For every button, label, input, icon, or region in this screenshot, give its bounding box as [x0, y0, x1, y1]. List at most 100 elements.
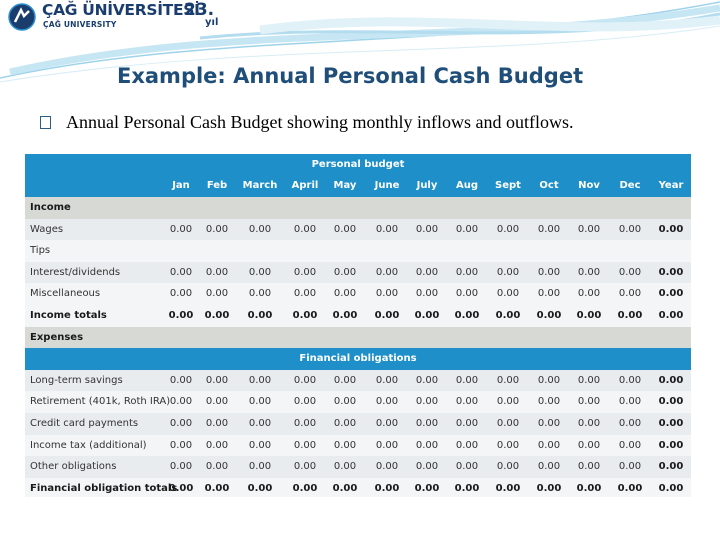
cell-nov: 0.00: [576, 482, 602, 494]
cell-oct: 0.00: [537, 396, 561, 408]
cell-aug: 0.00: [455, 288, 479, 300]
income-row: Interest/dividends 0.00 0.00 0.00 0.00 0.00 0.…: [25, 262, 691, 284]
row-label: Long-term savings: [30, 374, 123, 386]
financial-row: Income tax (additional) 0.00 0.00 0.00 0.00 0…: [25, 434, 691, 457]
cell-june: 0.00: [375, 223, 399, 235]
cell-sept: 0.00: [496, 461, 520, 473]
cell-april: 0.00: [292, 310, 318, 321]
financial-row: Other obligations 0.00 0.00 0.00 0.00 0.00 0.0…: [25, 456, 691, 478]
row-label: Income totals: [30, 310, 107, 321]
cell-sept: 0.00: [496, 374, 520, 386]
cell-nov: 0.00: [577, 461, 601, 473]
row-label: Other obligations: [30, 461, 117, 473]
column-header-sept: Sept: [495, 180, 521, 191]
cell-dec: 0.00: [618, 223, 642, 235]
cell-may: 0.00: [332, 482, 358, 494]
cell-aug: 0.00: [455, 374, 479, 386]
cell-dec: 0.00: [618, 418, 642, 429]
cell-feb: 0.00: [205, 396, 229, 408]
cell-year: 0.00: [658, 396, 684, 408]
cell-aug: 0.00: [455, 223, 479, 235]
cell-sept: 0.00: [495, 482, 521, 494]
cell-oct: 0.00: [537, 266, 561, 278]
cell-dec: 0.00: [617, 310, 643, 321]
cell-july: 0.00: [414, 310, 440, 321]
cell-jan: 0.00: [168, 310, 194, 321]
cell-feb: 0.00: [205, 374, 229, 386]
cell-march: 0.00: [248, 288, 272, 300]
cell-april: 0.00: [293, 439, 317, 451]
cell-nov: 0.00: [577, 266, 601, 278]
cell-aug: 0.00: [454, 482, 480, 494]
cell-april: 0.00: [293, 418, 317, 429]
column-header-nov: Nov: [578, 180, 600, 191]
cell-dec: 0.00: [618, 461, 642, 473]
cell-sept: 0.00: [496, 266, 520, 278]
column-header-may: May: [333, 180, 357, 191]
cell-oct: 0.00: [537, 374, 561, 386]
cell-year: 0.00: [658, 288, 684, 300]
cell-oct: 0.00: [537, 439, 561, 451]
cell-year: 0.00: [658, 223, 684, 235]
cell-jan: 0.00: [169, 461, 193, 473]
cell-feb: 0.00: [205, 461, 229, 473]
table-header-band: Personal budget Jan Feb March April May June J…: [25, 154, 691, 197]
bullet-text: Annual Personal Cash Budget showing mont…: [66, 112, 574, 132]
row-label: Tips: [30, 245, 51, 257]
cell-dec: 0.00: [618, 288, 642, 300]
cell-aug: 0.00: [455, 418, 479, 429]
row-label: Interest/dividends: [30, 266, 121, 278]
cell-may: 0.00: [333, 374, 357, 386]
cell-feb: 0.00: [205, 266, 229, 278]
cell-april: 0.00: [293, 288, 317, 300]
cell-nov: 0.00: [577, 439, 601, 451]
cell-nov: 0.00: [576, 310, 602, 321]
logo-name: ÇAĞ ÜNİVERSİTESİ: [42, 1, 200, 19]
financial-totals-row: Financial obligation totals 0.00 0.00 0.00 0…: [25, 477, 691, 497]
cell-april: 0.00: [293, 396, 317, 408]
cell-sept: 0.00: [496, 223, 520, 235]
income-section-row: Income: [25, 197, 691, 219]
row-label: Expenses: [30, 331, 84, 343]
cell-year: 0.00: [658, 266, 684, 278]
income-totals-row: Income totals 0.00 0.00 0.00 0.00 0.00 0.00 0.0…: [25, 305, 691, 327]
cell-feb: 0.00: [205, 288, 229, 300]
column-header-aug: Aug: [455, 180, 479, 191]
cell-dec: 0.00: [617, 482, 643, 494]
cell-aug: 0.00: [454, 310, 480, 321]
cell-march: 0.00: [248, 223, 272, 235]
cell-july: 0.00: [415, 439, 439, 451]
cell-oct: 0.00: [537, 418, 561, 429]
bullet-square-icon: [40, 116, 51, 129]
column-header-july: July: [416, 180, 438, 191]
cell-april: 0.00: [293, 266, 317, 278]
cell-april: 0.00: [293, 374, 317, 386]
cell-aug: 0.00: [455, 266, 479, 278]
cell-jan: 0.00: [169, 266, 193, 278]
cell-july: 0.00: [414, 482, 440, 494]
cell-june: 0.00: [375, 439, 399, 451]
column-header-jan: Jan: [172, 180, 190, 191]
column-header-oct: Oct: [539, 180, 559, 191]
cell-year: 0.00: [658, 418, 684, 429]
cell-oct: 0.00: [536, 310, 562, 321]
cell-feb: 0.00: [205, 418, 229, 429]
cell-sept: 0.00: [496, 288, 520, 300]
row-label: Retirement (401k, Roth IRA): [30, 396, 171, 408]
cell-jan: 0.00: [169, 288, 193, 300]
cell-nov: 0.00: [577, 374, 601, 386]
cell-july: 0.00: [415, 461, 439, 473]
cell-jan: 0.00: [169, 439, 193, 451]
cell-sept: 0.00: [496, 418, 520, 429]
cell-july: 0.00: [415, 288, 439, 300]
cell-oct: 0.00: [537, 461, 561, 473]
cell-nov: 0.00: [577, 396, 601, 408]
logo-years-suffix: yıl: [205, 17, 219, 28]
income-row: Miscellaneous 0.00 0.00 0.00 0.00 0.00 0.00 0.0…: [25, 283, 691, 305]
cell-march: 0.00: [247, 310, 273, 321]
expenses-section-row: Expenses: [25, 326, 691, 349]
column-header-year: Year: [658, 180, 684, 191]
cell-feb: 0.00: [204, 482, 230, 494]
cell-year: 0.00: [658, 439, 684, 451]
column-header-april: April: [291, 180, 319, 191]
